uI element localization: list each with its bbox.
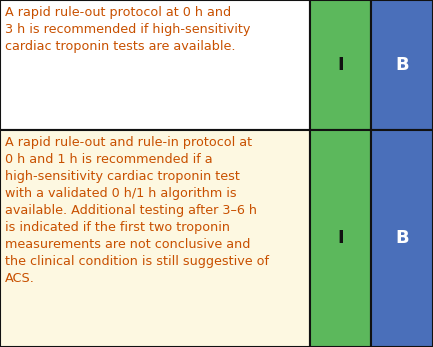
Bar (0, 0, 310, 130)
Text: B: B (395, 56, 409, 74)
Bar (310, 130, 371, 347)
Bar (371, 0, 433, 130)
Text: A rapid rule-out and rule-in protocol at
0 h and 1 h is recommended if a
high-se: A rapid rule-out and rule-in protocol at… (5, 136, 269, 285)
Text: A rapid rule-out protocol at 0 h and
3 h is recommended if high-sensitivity
card: A rapid rule-out protocol at 0 h and 3 h… (5, 6, 251, 53)
Text: I: I (337, 229, 344, 247)
Text: I: I (337, 56, 344, 74)
Bar (371, 130, 433, 347)
Text: B: B (395, 229, 409, 247)
Bar (0, 130, 310, 347)
Bar (310, 0, 371, 130)
